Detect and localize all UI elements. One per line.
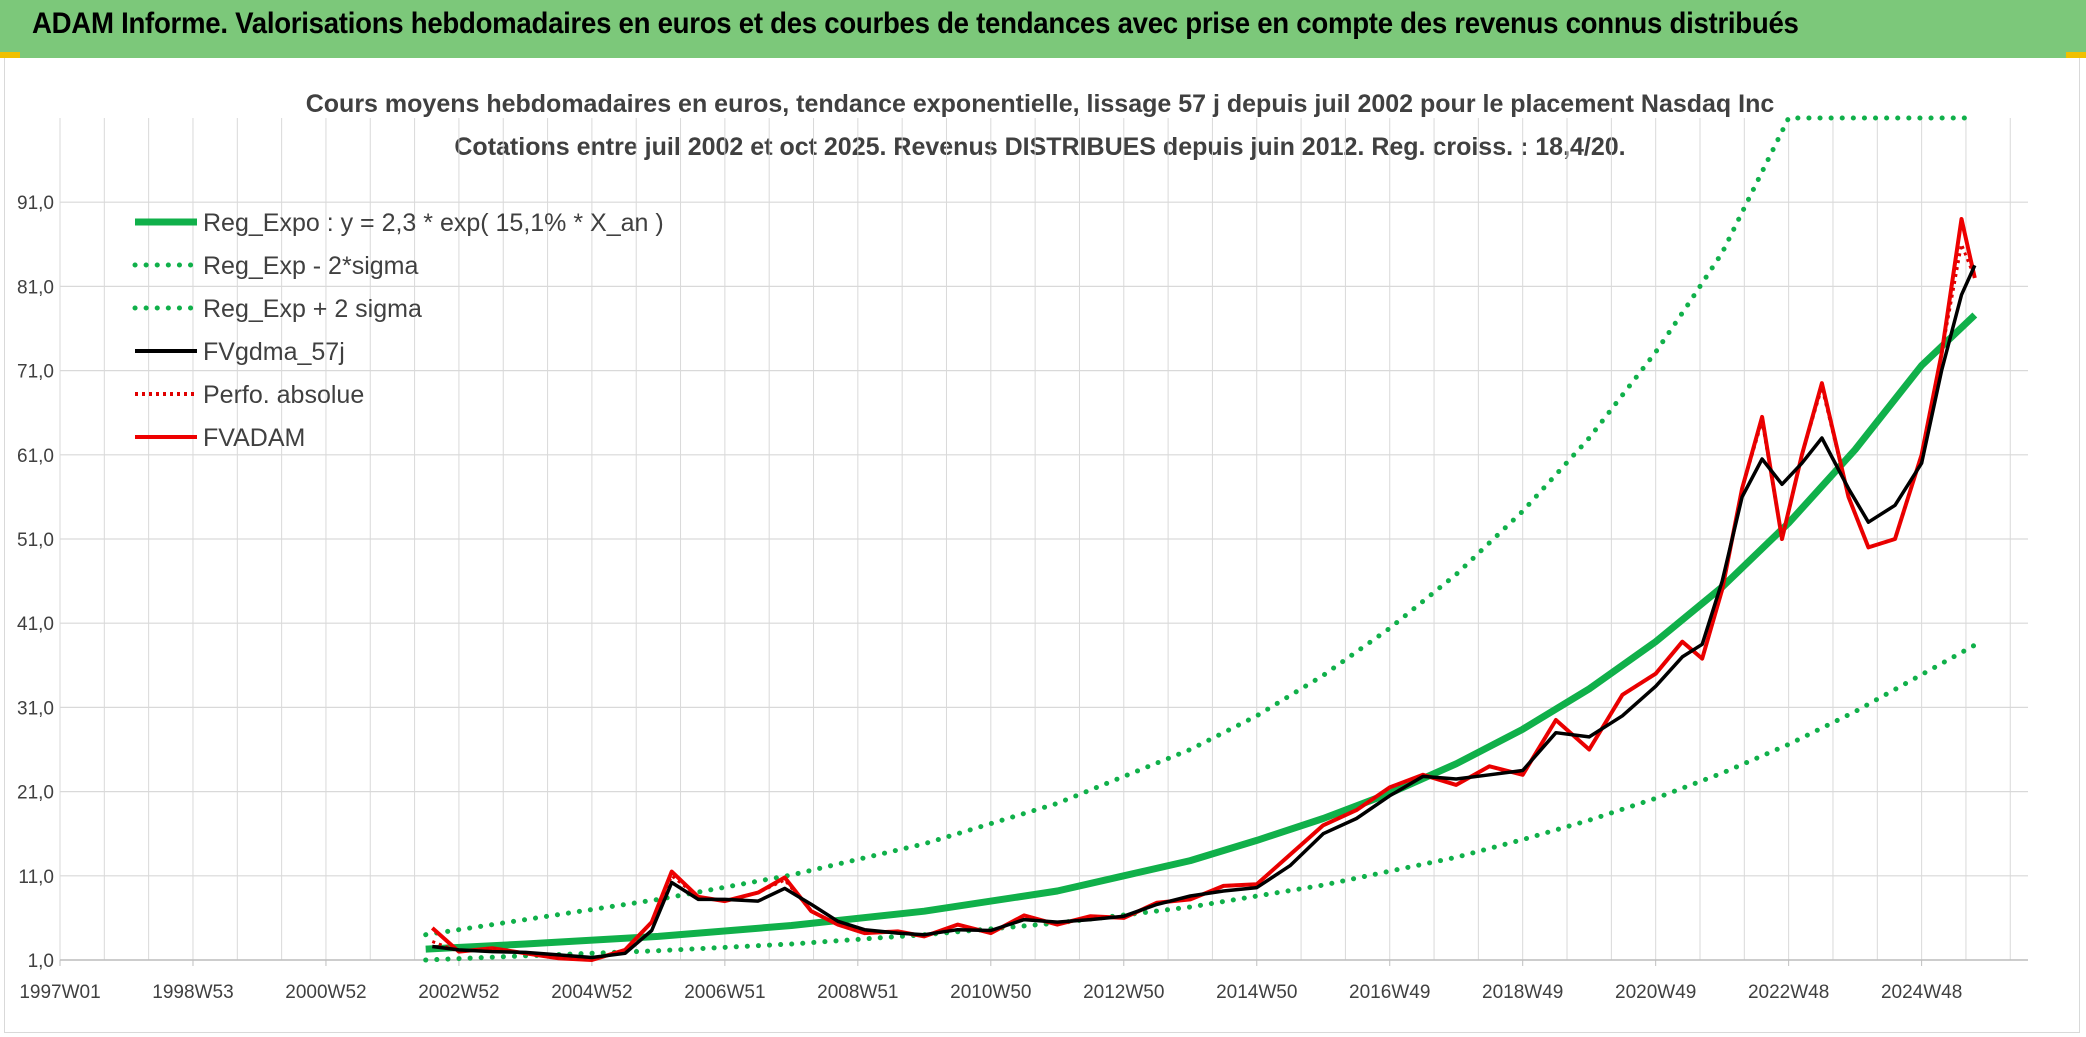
legend-label-fvadam-line: FVADAM	[203, 424, 305, 452]
x-tick-label: 2024W48	[1881, 982, 1962, 1003]
legend: Reg_Expo : y = 2,3 * exp( 15,1% * X_an )…	[132, 209, 664, 452]
y-tick-label: 61,0	[17, 446, 54, 467]
series-lines	[423, 115, 1978, 963]
y-tick-label: 11,0	[18, 867, 54, 888]
chart-title: Cours moyens hebdomadaires en euros, ten…	[306, 90, 1775, 118]
x-tick-label: 2004W52	[551, 982, 632, 1003]
y-tick-label: 71,0	[17, 362, 54, 383]
y-tick-label: 81,0	[17, 277, 54, 298]
corner-marker-right	[2066, 52, 2086, 58]
header-banner: ADAM Informe. Valorisations hebdomadaire…	[0, 0, 2086, 58]
x-tick-label: 2006W51	[684, 982, 765, 1003]
gridlines	[59, 118, 2028, 961]
x-axis-ticks: 1997W01 1998W53 2000W52 2002W52 2004W52 2006W…	[19, 960, 1962, 1003]
legend-label-smoothed-line: FVgdma_57j	[203, 338, 345, 366]
chart-frame	[4, 58, 2080, 1033]
corner-marker-left	[0, 52, 20, 58]
trend-line	[425, 312, 1978, 953]
legend-label-trend-line: Reg_Expo : y = 2,3 * exp( 15,1% * X_an )	[203, 209, 664, 237]
x-tick-label: 2022W48	[1748, 982, 1829, 1003]
x-tick-label: 2016W49	[1349, 982, 1430, 1003]
upper-sigma-line	[423, 115, 1978, 938]
legend-label-upper-sigma-line: Reg_Exp + 2 sigma	[203, 295, 422, 323]
banner-title: ADAM Informe. Valorisations hebdomadaire…	[32, 7, 1799, 40]
fvadam-line	[430, 217, 1977, 962]
y-tick-label: 31,0	[17, 698, 54, 719]
y-tick-label: 41,0	[17, 614, 54, 635]
x-tick-label: 2000W52	[285, 982, 366, 1003]
x-tick-label: 2012W50	[1083, 982, 1164, 1003]
x-tick-label: 2002W52	[418, 982, 499, 1003]
smoothed-line	[432, 264, 1977, 960]
x-tick-label: 2010W50	[950, 982, 1031, 1003]
legend-label-perf-absolue-line: Perfo. absolue	[203, 381, 364, 409]
chart-subtitle: Cotations entre juil 2002 et oct 2025. R…	[454, 133, 1625, 161]
x-tick-label: 2020W49	[1615, 982, 1696, 1003]
x-tick-label: 2018W49	[1482, 982, 1563, 1003]
x-tick-label: 1997W01	[19, 982, 100, 1003]
y-tick-label: 21,0	[17, 783, 54, 804]
y-tick-label: 51,0	[17, 530, 54, 551]
x-tick-label: 2008W51	[817, 982, 898, 1003]
x-tick-label: 2014W50	[1216, 982, 1297, 1003]
y-tick-label: 1,0	[28, 951, 54, 972]
legend-label-lower-sigma-line: Reg_Exp - 2*sigma	[203, 252, 418, 280]
lower-sigma-line	[423, 642, 1978, 963]
y-tick-label: 91,0	[17, 193, 54, 214]
perf-absolue-line	[431, 242, 1977, 962]
x-tick-label: 1998W53	[152, 982, 233, 1003]
y-axis-ticks: 91,0 81,0 71,0 61,0 51,0 41,0 31,0 21,0 11,0 1,0	[17, 193, 54, 972]
